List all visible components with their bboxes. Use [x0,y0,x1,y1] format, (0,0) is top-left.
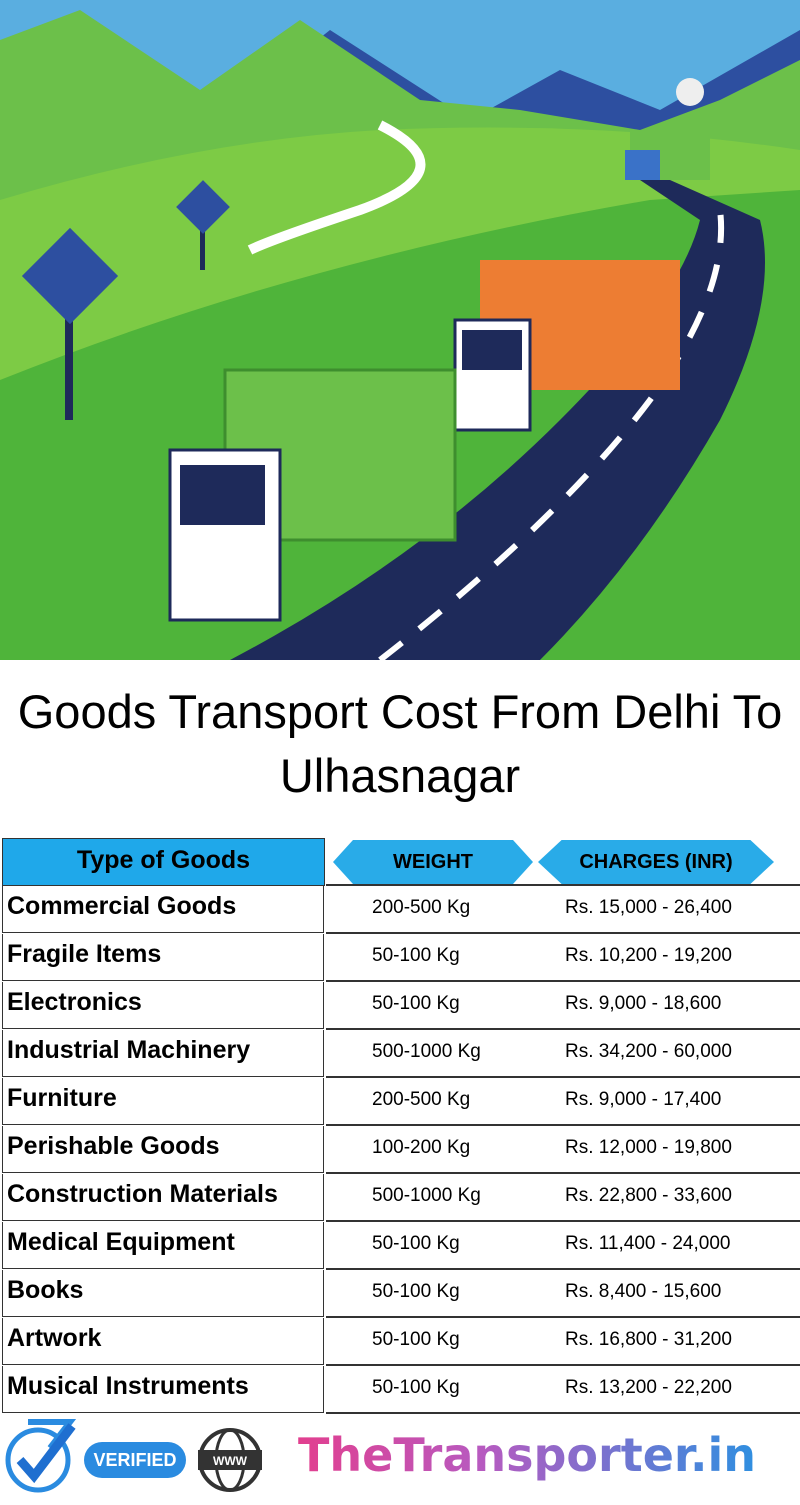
row-rule [326,1268,800,1270]
table-row: Commercial Goods 200-500 Kg Rs. 15,000 - 2… [0,886,800,934]
row-rule [326,1124,800,1126]
row-rule [326,1076,800,1078]
table-row: Electronics 50-100 Kg Rs. 9,000 - 18,600 [0,982,800,1030]
row-rule [326,1220,800,1222]
charges: Rs. 22,800 - 33,600 [565,1185,732,1206]
goods-type: Perishable Goods [2,1126,324,1173]
goods-type: Commercial Goods [2,886,324,933]
charges: Rs. 13,200 - 22,200 [565,1377,732,1398]
globe-text: WWW [213,1454,248,1468]
charges: Rs. 12,000 - 19,800 [565,1137,732,1158]
weight: 500-1000 Kg [372,1041,481,1062]
charges: Rs. 9,000 - 17,400 [565,1089,722,1110]
goods-type: Medical Equipment [2,1222,324,1269]
weight: 500-1000 Kg [372,1185,481,1206]
brand: TheTransporter.in [298,1428,757,1482]
header-cell: WEIGHT [333,840,533,884]
goods-type: Electronics [2,982,324,1029]
row-rule [326,932,800,934]
weight: 50-100 Kg [372,1233,460,1254]
weight: 100-200 Kg [372,1137,471,1158]
charges: Rs. 15,000 - 26,400 [565,897,732,918]
weight: 50-100 Kg [372,1377,460,1398]
table-row: Furniture 200-500 Kg Rs. 9,000 - 17,400 [0,1078,800,1126]
hero-illustration [0,0,800,660]
charges: Rs. 10,200 - 19,200 [565,945,732,966]
row-rule [326,884,800,886]
goods-type: Industrial Machinery [2,1030,324,1077]
table-row: Artwork 50-100 Kg Rs. 16,800 - 31,200 [0,1318,800,1366]
footer: VERIFIED WWW [0,1418,800,1500]
charges: Rs. 34,200 - 60,000 [565,1041,732,1062]
row-rule [326,980,800,982]
table-row: Musical Instruments 50-100 Kg Rs. 13,200 -… [0,1366,800,1414]
row-rule [326,1364,800,1366]
weight: 50-100 Kg [372,1281,460,1302]
table-row: Books 50-100 Kg Rs. 8,400 - 15,600 [0,1270,800,1318]
table-row: Perishable Goods 100-200 Kg Rs. 12,000 - 1… [0,1126,800,1174]
badge-text: VERIFIED [93,1450,176,1470]
goods-type: Furniture [2,1078,324,1125]
row-rule [326,1316,800,1318]
title: Goods Transport Cost From Delhi To Ulhas… [17,685,783,802]
weight: 200-500 Kg [372,1089,471,1110]
table-row: Medical Equipment 50-100 Kg Rs. 11,400 - 2… [0,1222,800,1270]
goods-type: Artwork [2,1318,324,1365]
table-row: Construction Materials 500-1000 Kg Rs. 22,… [0,1174,800,1222]
weight: 50-100 Kg [372,945,460,966]
footer-icons: VERIFIED WWW [5,1419,262,1493]
charges: Rs. 16,800 - 31,200 [565,1329,732,1350]
goods-type: Musical Instruments [2,1366,324,1413]
weight: 50-100 Kg [372,1329,460,1350]
charges: Rs. 11,400 - 24,000 [565,1233,731,1254]
charges: Rs. 8,400 - 15,600 [565,1281,722,1302]
goods-type: Construction Materials [2,1174,324,1221]
header-cell: CHARGES (INR) [538,840,774,884]
row-rule [326,1028,800,1030]
goods-type: Fragile Items [2,934,324,981]
header-cell: Type of Goods [2,838,325,886]
weight: 50-100 Kg [372,993,460,1014]
row-rule [326,1412,800,1414]
row-rule [326,1172,800,1174]
goods-type: Books [2,1270,324,1317]
table-row: Fragile Items 50-100 Kg Rs. 10,200 - 19,20… [0,934,800,982]
table-row: Industrial Machinery 500-1000 Kg Rs. 34,20… [0,1030,800,1078]
charges: Rs. 9,000 - 18,600 [565,993,722,1014]
weight: 200-500 Kg [372,897,471,918]
